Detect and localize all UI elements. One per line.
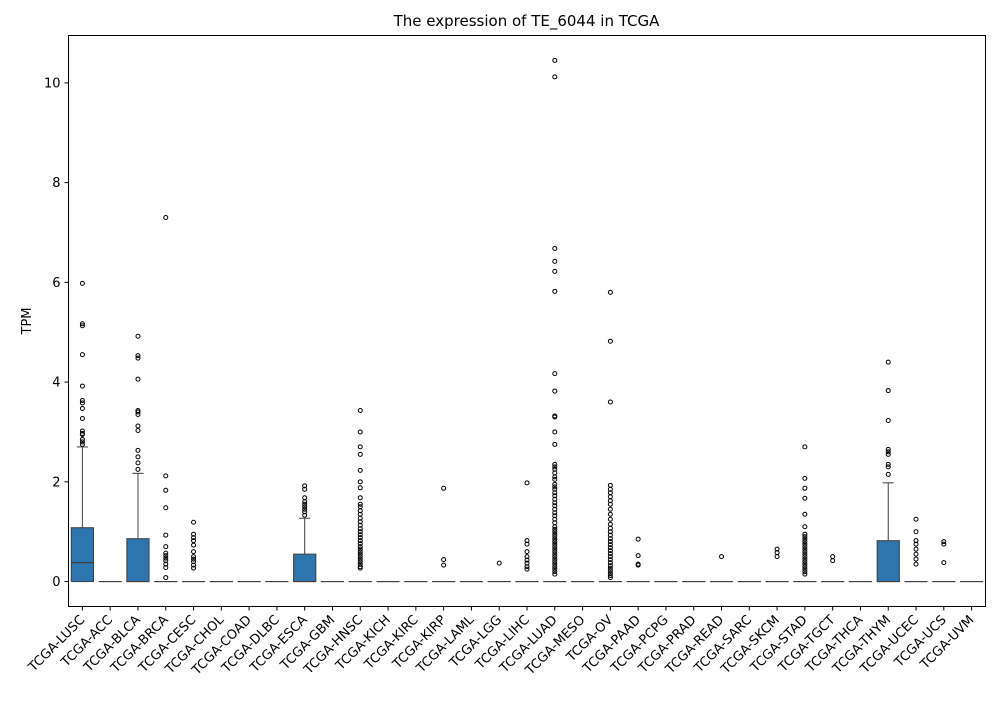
- outlier-point: [608, 512, 612, 516]
- outlier-point: [442, 563, 446, 567]
- outlier-point: [164, 533, 168, 537]
- chart-title: The expression of TE_6044 in TCGA: [393, 12, 660, 31]
- outlier-point: [80, 281, 84, 285]
- outlier-point: [914, 547, 918, 551]
- outlier-point: [192, 520, 196, 524]
- outlier-point: [803, 512, 807, 516]
- y-axis-label: TPM: [20, 308, 35, 336]
- outlier-point: [608, 400, 612, 404]
- outlier-point: [886, 472, 890, 476]
- outlier-point: [636, 554, 640, 558]
- outlier-point: [886, 389, 890, 393]
- outlier-point: [192, 543, 196, 547]
- outlier-point: [358, 452, 362, 456]
- outlier-point: [136, 377, 140, 381]
- outlier-point: [80, 384, 84, 388]
- outlier-point: [608, 339, 612, 343]
- outlier-point: [608, 517, 612, 521]
- y-tick-label: 2: [52, 475, 60, 490]
- outlier-point: [608, 507, 612, 511]
- outlier-point: [608, 483, 612, 487]
- outlier-point: [136, 455, 140, 459]
- outlier-point: [358, 480, 362, 484]
- outlier-point: [164, 545, 168, 549]
- outlier-point: [803, 486, 807, 490]
- outlier-point: [803, 496, 807, 500]
- outlier-point: [164, 488, 168, 492]
- outlier-point: [775, 555, 779, 559]
- outlier-point: [803, 445, 807, 449]
- axes-frame: [69, 36, 986, 607]
- outlier-point: [720, 555, 724, 559]
- outlier-point: [358, 445, 362, 449]
- outlier-point: [553, 372, 557, 376]
- outlier-point: [886, 360, 890, 364]
- outlier-point: [164, 506, 168, 510]
- outlier-point: [358, 409, 362, 413]
- outlier-point: [914, 562, 918, 566]
- y-tick-label: 8: [52, 176, 60, 191]
- outlier-point: [914, 530, 918, 534]
- outlier-point: [942, 561, 946, 565]
- outlier-point: [553, 289, 557, 293]
- outlier-point: [303, 496, 307, 500]
- outlier-point: [608, 522, 612, 526]
- outlier-point: [164, 576, 168, 580]
- box: [294, 554, 316, 581]
- outlier-point: [164, 216, 168, 220]
- outlier-point: [442, 558, 446, 562]
- y-tick-label: 10: [44, 76, 61, 91]
- outlier-point: [608, 495, 612, 499]
- outlier-point: [136, 448, 140, 452]
- outlier-point: [164, 474, 168, 478]
- plot-area: 0246810TCGA-LUSCTCGA-ACCTCGA-BLCATCGA-BR…: [25, 58, 982, 678]
- box: [877, 541, 899, 582]
- outlier-point: [525, 550, 529, 554]
- outlier-point: [553, 269, 557, 273]
- outlier-point: [136, 467, 140, 471]
- outlier-point: [80, 353, 84, 357]
- outlier-point: [608, 290, 612, 294]
- outlier-point: [525, 481, 529, 485]
- outlier-point: [914, 552, 918, 556]
- outlier-point: [358, 430, 362, 434]
- outlier-point: [553, 389, 557, 393]
- outlier-point: [914, 517, 918, 521]
- outlier-point: [136, 334, 140, 338]
- outlier-point: [803, 525, 807, 529]
- outlier-point: [553, 75, 557, 79]
- y-tick-label: 4: [52, 376, 60, 391]
- outlier-point: [886, 418, 890, 422]
- box: [71, 528, 93, 582]
- outlier-point: [831, 559, 835, 563]
- outlier-point: [80, 416, 84, 420]
- box: [127, 539, 149, 582]
- outlier-point: [358, 496, 362, 500]
- outlier-point: [136, 424, 140, 428]
- outlier-point: [497, 561, 501, 565]
- y-tick-label: 6: [52, 276, 60, 291]
- outlier-point: [553, 430, 557, 434]
- outlier-point: [358, 468, 362, 472]
- outlier-point: [831, 555, 835, 559]
- outlier-point: [803, 476, 807, 480]
- outlier-point: [192, 550, 196, 554]
- outlier-point: [136, 428, 140, 432]
- y-tick-label: 0: [52, 575, 60, 590]
- outlier-point: [80, 407, 84, 411]
- outlier-point: [636, 537, 640, 541]
- outlier-point: [553, 58, 557, 62]
- outlier-point: [914, 557, 918, 561]
- outlier-point: [553, 442, 557, 446]
- outlier-point: [553, 259, 557, 263]
- outlier-point: [442, 486, 446, 490]
- outlier-point: [136, 461, 140, 465]
- outlier-point: [553, 246, 557, 250]
- outlier-point: [358, 486, 362, 490]
